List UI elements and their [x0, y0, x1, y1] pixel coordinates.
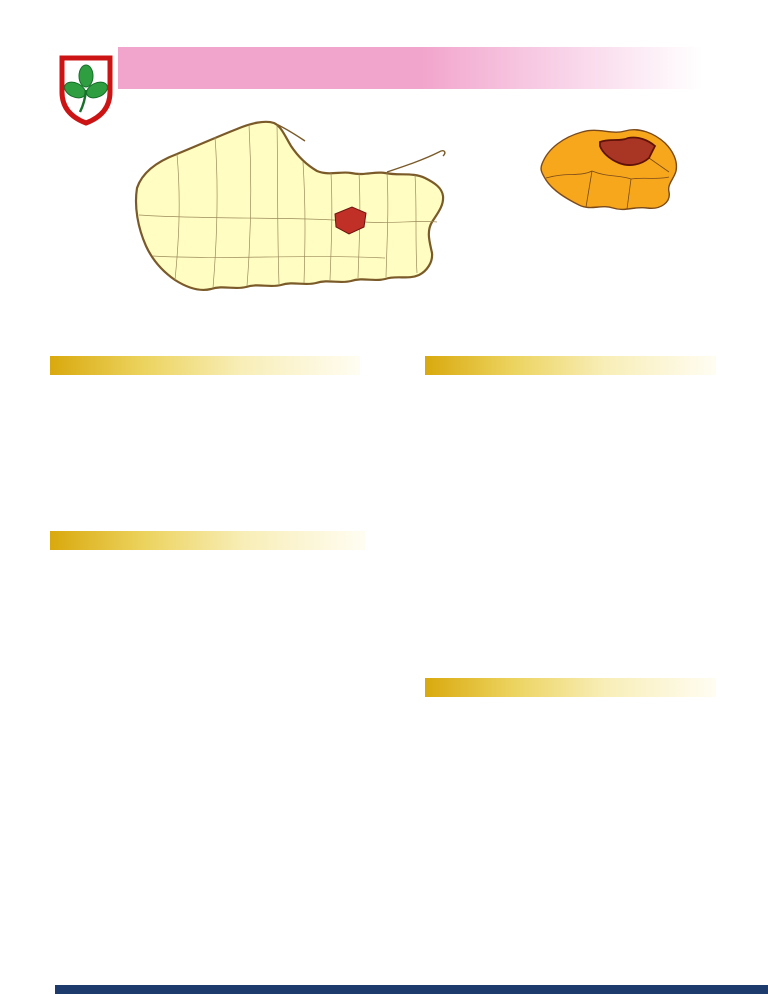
county-borders: [138, 124, 438, 289]
malborski-highlight: [334, 206, 367, 235]
coat-of-arms: [59, 55, 113, 126]
section-gospodarka: [425, 678, 716, 970]
section-gospodarka-header: [425, 678, 716, 697]
section-rynek-pracy: [50, 531, 365, 967]
clover-icon: [64, 64, 108, 113]
section-powierzchnia-header: [425, 356, 716, 375]
powiat-map-svg: [540, 129, 678, 211]
voivodeship-map-labels: [125, 110, 460, 310]
unemployment-chart: [50, 827, 365, 949]
employment-bar: [65, 609, 287, 632]
powiat-map: [528, 122, 683, 222]
section-rynek-header: [50, 531, 365, 550]
voivodeship-outline: [134, 120, 445, 291]
footer-bar: [55, 985, 768, 994]
gmina-borders: [545, 157, 670, 210]
voivodeship-map: [125, 110, 460, 310]
section-ludnosc: [50, 356, 360, 488]
title-banner: [118, 47, 702, 89]
area-pie-svg: [425, 378, 716, 538]
hel-peninsula: [273, 122, 306, 142]
nowy-staw-region: [599, 136, 657, 166]
section-ludnosc-header: [50, 356, 360, 375]
voivodeship-map-svg: [134, 120, 446, 291]
powiat-map-labels: [528, 122, 683, 222]
employment-bar-labels: [65, 595, 287, 606]
vistula-spit: [386, 150, 446, 173]
section-powierzchnia: [425, 356, 716, 656]
